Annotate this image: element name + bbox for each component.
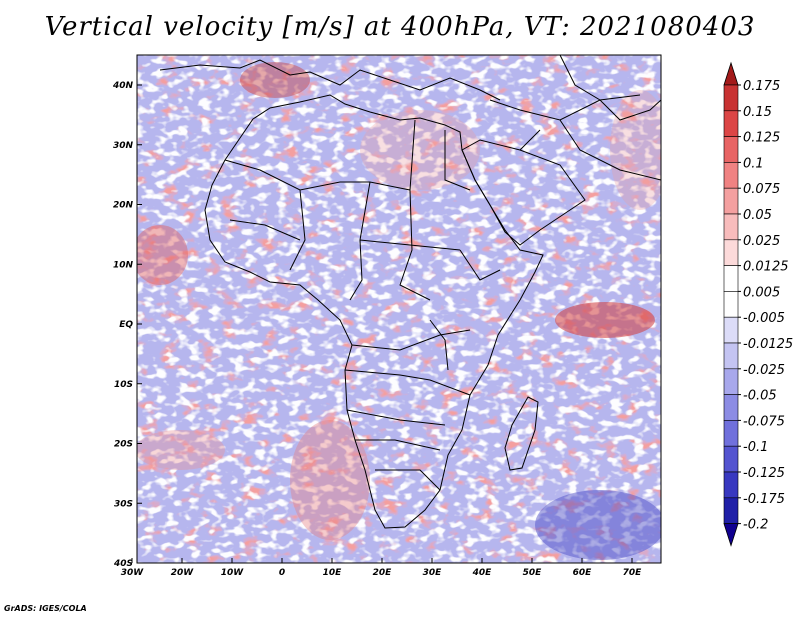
colorbar-swatch bbox=[723, 316, 739, 344]
colorbar-label: 0.005 bbox=[743, 285, 780, 300]
velocity-field bbox=[137, 55, 661, 563]
colorbar-label: -0.2 bbox=[743, 518, 768, 533]
colorbar-label: -0.05 bbox=[743, 389, 777, 404]
colorbar-swatch bbox=[723, 265, 739, 292]
lat-tick-label: 20S bbox=[114, 440, 133, 450]
lon-tick-label: 70E bbox=[623, 568, 643, 578]
lat-tick-label: EQ bbox=[119, 320, 133, 330]
colorbar-label: -0.125 bbox=[743, 466, 785, 481]
lon-tick-label: 50E bbox=[523, 568, 543, 578]
lon-tick-label: 30E bbox=[423, 568, 443, 578]
colorbar-swatch bbox=[723, 213, 739, 241]
lat-tick-label: 20N bbox=[113, 201, 134, 211]
colorbar-swatch bbox=[723, 471, 739, 499]
colorbar-swatch bbox=[723, 239, 739, 266]
lon-tick-label: 60E bbox=[573, 568, 593, 578]
colorbar-label: -0.175 bbox=[743, 492, 785, 507]
colorbar-top-arrow bbox=[723, 61, 739, 86]
lon-tick-label: 40E bbox=[472, 568, 493, 578]
colorbar-label: 0.05 bbox=[743, 208, 772, 223]
map-frame bbox=[136, 54, 662, 564]
colorbar: 0.175 0.15 0.125 0.1 0.075 0.05 0.025 0.0125 0.0… bbox=[723, 61, 793, 547]
lat-tick-label: 10N bbox=[113, 260, 134, 270]
colorbar-label: 0.0125 bbox=[743, 260, 789, 275]
colorbar-swatch bbox=[723, 342, 739, 370]
lon-tick-label: 30W bbox=[121, 568, 145, 578]
colorbar-bottom-arrow bbox=[723, 523, 739, 547]
map-title: Vertical velocity [m/s] at 400hPa, VT: 2… bbox=[44, 12, 756, 42]
footer-credit: GrADS: IGES/COLA bbox=[4, 604, 87, 613]
coastlines-and-borders bbox=[159, 55, 661, 529]
colorbar-swatch bbox=[723, 445, 739, 473]
colorbar-swatch bbox=[723, 291, 739, 318]
lat-tick-label: 10S bbox=[114, 380, 133, 390]
lon-tick-label: 10W bbox=[221, 568, 245, 578]
colorbar-swatch bbox=[723, 394, 739, 421]
colorbar-swatch bbox=[723, 420, 739, 447]
lon-tick-label: 0 bbox=[279, 568, 285, 578]
colorbar-label: 0.15 bbox=[743, 105, 772, 120]
lat-tick-label: 30N bbox=[113, 141, 134, 151]
lon-tick-label: 10E bbox=[323, 568, 343, 578]
colorbar-swatch bbox=[723, 110, 739, 137]
lat-tick-label: 40N bbox=[112, 81, 134, 91]
latitude-ticks: 40N 30N 20N 10N EQ 10S 20S 30S 40S bbox=[112, 81, 142, 569]
colorbar-swatch bbox=[723, 84, 739, 112]
lat-tick-label: 30S bbox=[114, 499, 133, 509]
colorbar-label: -0.075 bbox=[743, 414, 785, 429]
lon-tick-label: 20W bbox=[171, 568, 195, 578]
lat-tick-label: 40S bbox=[113, 559, 133, 569]
colorbar-label: -0.005 bbox=[743, 311, 785, 326]
colorbar-label: -0.0125 bbox=[743, 337, 793, 352]
colorbar-label: 0.175 bbox=[743, 79, 780, 94]
colorbar-label: 0.025 bbox=[743, 234, 780, 249]
colorbar-swatch bbox=[723, 497, 739, 524]
colorbar-label: 0.125 bbox=[743, 131, 780, 146]
lon-tick-label: 20E bbox=[373, 568, 393, 578]
colorbar-swatch bbox=[723, 368, 739, 395]
colorbar-swatch bbox=[723, 162, 739, 189]
longitude-ticks: 30W 20W 10W 0 10E 20E 30E 40E 50E 60E 70E bbox=[121, 558, 642, 578]
colorbar-label: -0.1 bbox=[743, 440, 768, 455]
colorbar-label: 0.1 bbox=[743, 156, 764, 171]
colorbar-swatch bbox=[723, 187, 739, 215]
colorbar-label: -0.025 bbox=[743, 363, 785, 378]
colorbar-swatch bbox=[723, 136, 739, 163]
colorbar-label: 0.075 bbox=[743, 182, 780, 197]
